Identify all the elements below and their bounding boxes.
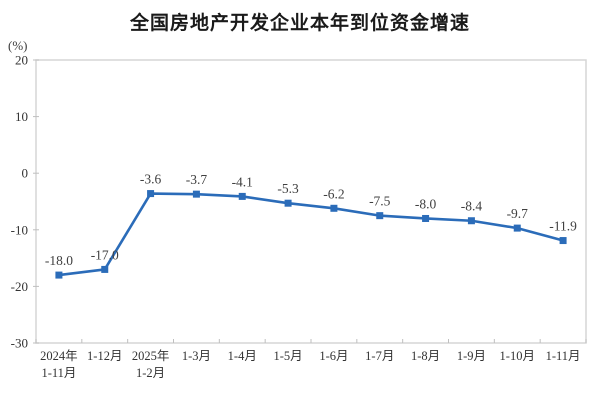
data-point-marker	[238, 192, 246, 200]
y-axis-tick-label: -10	[11, 222, 28, 237]
x-axis-label: 1-7月	[365, 349, 394, 363]
data-point-marker	[513, 224, 521, 232]
y-axis-tick-label: 0	[22, 166, 29, 181]
x-axis-label: 1-5月	[273, 349, 302, 363]
data-point-label: -4.1	[232, 174, 253, 189]
x-axis-label: 1-11月	[546, 349, 581, 363]
data-point-label: -3.7	[186, 172, 208, 187]
data-point-marker	[192, 190, 200, 198]
trend-line	[57, 192, 565, 277]
x-axis-label: 1-6月	[319, 349, 348, 363]
y-axis-unit-label: (%)	[8, 38, 28, 53]
data-point-label: -8.0	[415, 196, 437, 211]
data-point-label: -8.4	[461, 199, 483, 214]
x-axis-label: 2025年 1-2月	[132, 349, 170, 380]
x-axis-label: 1-9月	[457, 349, 486, 363]
y-axis-tick-label: -20	[11, 279, 28, 294]
data-point-label: -17.0	[91, 247, 119, 262]
x-axis-label: 1-10月	[500, 349, 535, 363]
data-point-label: -6.2	[323, 186, 344, 201]
data-point-label: -18.0	[45, 253, 73, 268]
data-point-label: -5.3	[277, 181, 299, 196]
data-point-label: -3.6	[140, 172, 162, 187]
x-axis-label: 1-3月	[182, 349, 211, 363]
data-point-marker	[330, 204, 338, 212]
chart-title: 全国房地产开发企业本年到位资金增速	[129, 13, 470, 34]
data-point-marker	[147, 190, 155, 198]
data-point-marker	[467, 217, 475, 225]
x-axis-label: 1-4月	[228, 349, 257, 363]
x-axis-label: 1-12月	[87, 349, 122, 363]
data-point-marker	[55, 271, 63, 279]
data-point-marker	[559, 237, 567, 245]
data-point-marker	[284, 199, 292, 207]
y-axis-tick-label: -30	[11, 336, 28, 351]
data-point-marker	[376, 212, 384, 220]
plot-area-border	[35, 59, 587, 344]
x-axis-label: 2024年 1-11月	[40, 349, 78, 380]
y-axis-tick-label: 10	[15, 109, 28, 124]
y-axis-tick-label: 20	[15, 53, 28, 68]
data-point-label: -11.9	[549, 219, 577, 234]
data-point-marker	[101, 265, 109, 273]
data-point-label: -7.5	[369, 194, 391, 209]
x-axis-label: 1-8月	[411, 349, 440, 363]
data-point-marker	[422, 214, 430, 222]
data-point-label: -9.7	[507, 206, 529, 221]
